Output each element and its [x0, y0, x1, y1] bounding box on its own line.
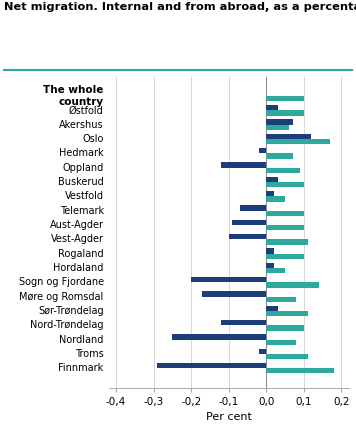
Bar [266, 125, 289, 130]
Bar [157, 363, 266, 368]
Bar [266, 177, 278, 182]
Bar [232, 220, 266, 225]
Bar [191, 277, 266, 282]
Bar [266, 297, 296, 302]
Bar [172, 334, 266, 339]
Bar [266, 225, 304, 230]
Bar [266, 311, 308, 316]
Bar [229, 234, 266, 239]
Bar [240, 205, 266, 211]
Bar [266, 254, 304, 259]
Bar [266, 168, 300, 173]
X-axis label: Per cent: Per cent [206, 412, 252, 422]
Bar [266, 211, 304, 216]
Bar [266, 134, 312, 139]
Bar [221, 162, 266, 168]
Text: Net migration. Internal and from abroad, as a percentage of population. 1. quart: Net migration. Internal and from abroad,… [4, 2, 356, 12]
Bar [266, 268, 285, 273]
Bar [203, 291, 266, 297]
Bar [266, 196, 285, 201]
Bar [259, 349, 266, 354]
Bar [266, 120, 293, 125]
Bar [266, 368, 334, 374]
Bar [266, 248, 274, 254]
Bar [259, 148, 266, 153]
Bar [266, 139, 330, 145]
Bar [266, 239, 308, 244]
Bar [266, 282, 319, 288]
Bar [266, 110, 304, 116]
Bar [266, 325, 304, 331]
Bar [266, 153, 293, 159]
Bar [266, 306, 278, 311]
Bar [266, 354, 308, 359]
Bar [266, 263, 274, 268]
Bar [221, 320, 266, 325]
Bar [266, 191, 274, 196]
Bar [266, 96, 304, 101]
Bar [266, 105, 278, 110]
Bar [266, 339, 296, 345]
Bar [266, 182, 304, 187]
